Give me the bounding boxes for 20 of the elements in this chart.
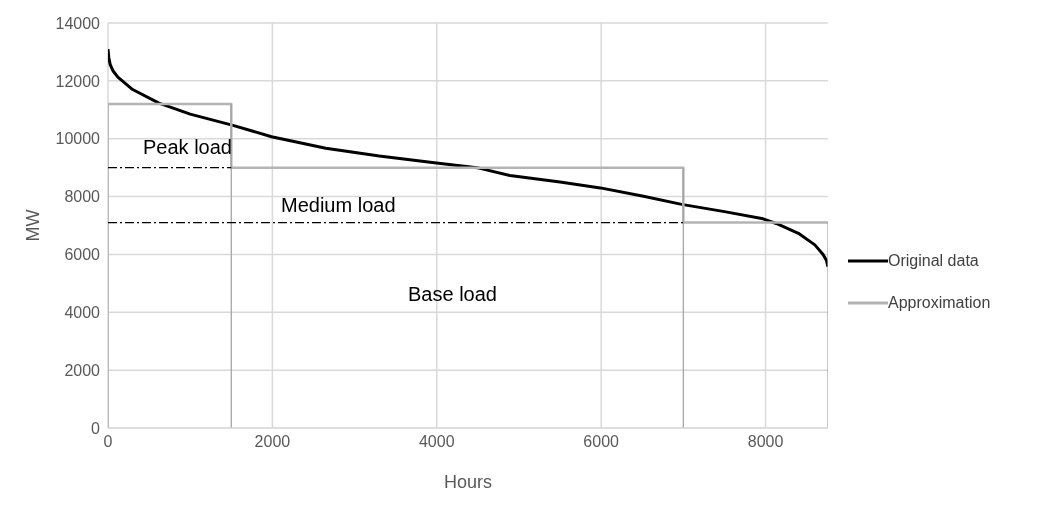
y-tick-label: 14000 [55, 14, 101, 32]
y-axis-title: MW [23, 209, 44, 242]
x-axis-title: Hours [443, 472, 493, 492]
y-tick-label: 2000 [64, 361, 101, 379]
x-tick-label: 0 [103, 433, 113, 451]
y-tick-label: 12000 [55, 72, 101, 90]
x-tick-label: 6000 [583, 433, 620, 451]
annotation: Medium load [281, 194, 396, 217]
annotation: Base load [408, 283, 497, 306]
x-tick-label: 4000 [418, 433, 455, 451]
y-tick-label: 6000 [64, 246, 101, 264]
legend-label: Original data [888, 251, 979, 271]
y-tick-label: 0 [91, 419, 101, 437]
y-tick-label: 4000 [64, 303, 101, 321]
x-tick-label: 2000 [254, 433, 291, 451]
annotation: Peak load [143, 136, 232, 159]
x-tick-label: 8000 [747, 433, 784, 451]
y-tick-label: 8000 [64, 188, 101, 206]
legend-label: Approximation [888, 293, 991, 313]
y-tick-label: 10000 [55, 130, 101, 148]
